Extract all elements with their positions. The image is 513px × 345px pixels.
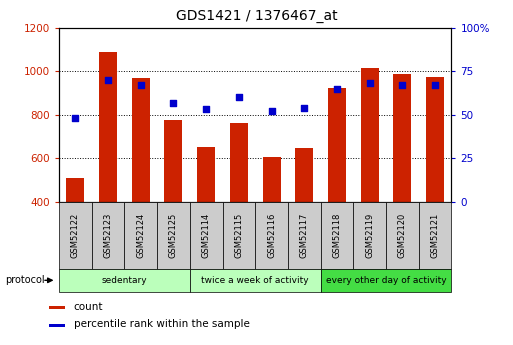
Text: GSM52119: GSM52119 xyxy=(365,213,374,258)
Bar xyxy=(386,202,419,269)
Bar xyxy=(190,269,321,292)
Point xyxy=(169,100,177,105)
Text: every other day of activity: every other day of activity xyxy=(326,276,446,285)
Text: GSM52122: GSM52122 xyxy=(71,213,80,258)
Point xyxy=(398,82,406,88)
Text: GSM52120: GSM52120 xyxy=(398,213,407,258)
Bar xyxy=(59,202,92,269)
Point xyxy=(71,116,80,121)
Bar xyxy=(124,202,157,269)
Text: GSM52123: GSM52123 xyxy=(104,213,112,258)
Bar xyxy=(99,51,117,202)
Point xyxy=(202,107,210,112)
Point xyxy=(104,77,112,82)
Point xyxy=(136,82,145,88)
Bar xyxy=(263,157,281,202)
Bar xyxy=(419,202,451,269)
Text: count: count xyxy=(74,302,104,312)
Text: GSM52125: GSM52125 xyxy=(169,213,178,258)
Bar xyxy=(66,178,84,202)
Bar xyxy=(393,74,411,202)
Text: GSM52117: GSM52117 xyxy=(300,213,309,258)
Text: GSM52116: GSM52116 xyxy=(267,213,276,258)
Bar xyxy=(132,78,150,202)
Bar xyxy=(295,148,313,202)
Bar xyxy=(223,202,255,269)
Bar xyxy=(165,119,183,202)
Bar xyxy=(49,306,65,309)
Text: GDS1421 / 1376467_at: GDS1421 / 1376467_at xyxy=(175,9,338,23)
Point xyxy=(267,108,275,114)
Bar xyxy=(49,324,65,327)
Point xyxy=(431,82,439,88)
Bar xyxy=(255,202,288,269)
Text: GSM52124: GSM52124 xyxy=(136,213,145,258)
Bar xyxy=(353,202,386,269)
Text: GSM52114: GSM52114 xyxy=(202,213,211,258)
Text: percentile rank within the sample: percentile rank within the sample xyxy=(74,319,250,328)
Text: twice a week of activity: twice a week of activity xyxy=(202,276,309,285)
Bar xyxy=(321,202,353,269)
Text: protocol: protocol xyxy=(5,275,45,285)
Bar xyxy=(197,147,215,202)
Bar xyxy=(92,202,125,269)
Bar xyxy=(59,269,190,292)
Bar xyxy=(361,68,379,202)
Bar xyxy=(426,77,444,202)
Text: GSM52121: GSM52121 xyxy=(430,213,440,258)
Bar xyxy=(190,202,223,269)
Point xyxy=(300,105,308,110)
Text: sedentary: sedentary xyxy=(102,276,147,285)
Bar xyxy=(328,88,346,202)
Bar xyxy=(288,202,321,269)
Bar xyxy=(321,269,451,292)
Bar xyxy=(157,202,190,269)
Text: GSM52115: GSM52115 xyxy=(234,213,243,258)
Point xyxy=(366,81,374,86)
Point xyxy=(235,95,243,100)
Point xyxy=(333,86,341,91)
Bar xyxy=(230,124,248,202)
Text: GSM52118: GSM52118 xyxy=(332,213,342,258)
